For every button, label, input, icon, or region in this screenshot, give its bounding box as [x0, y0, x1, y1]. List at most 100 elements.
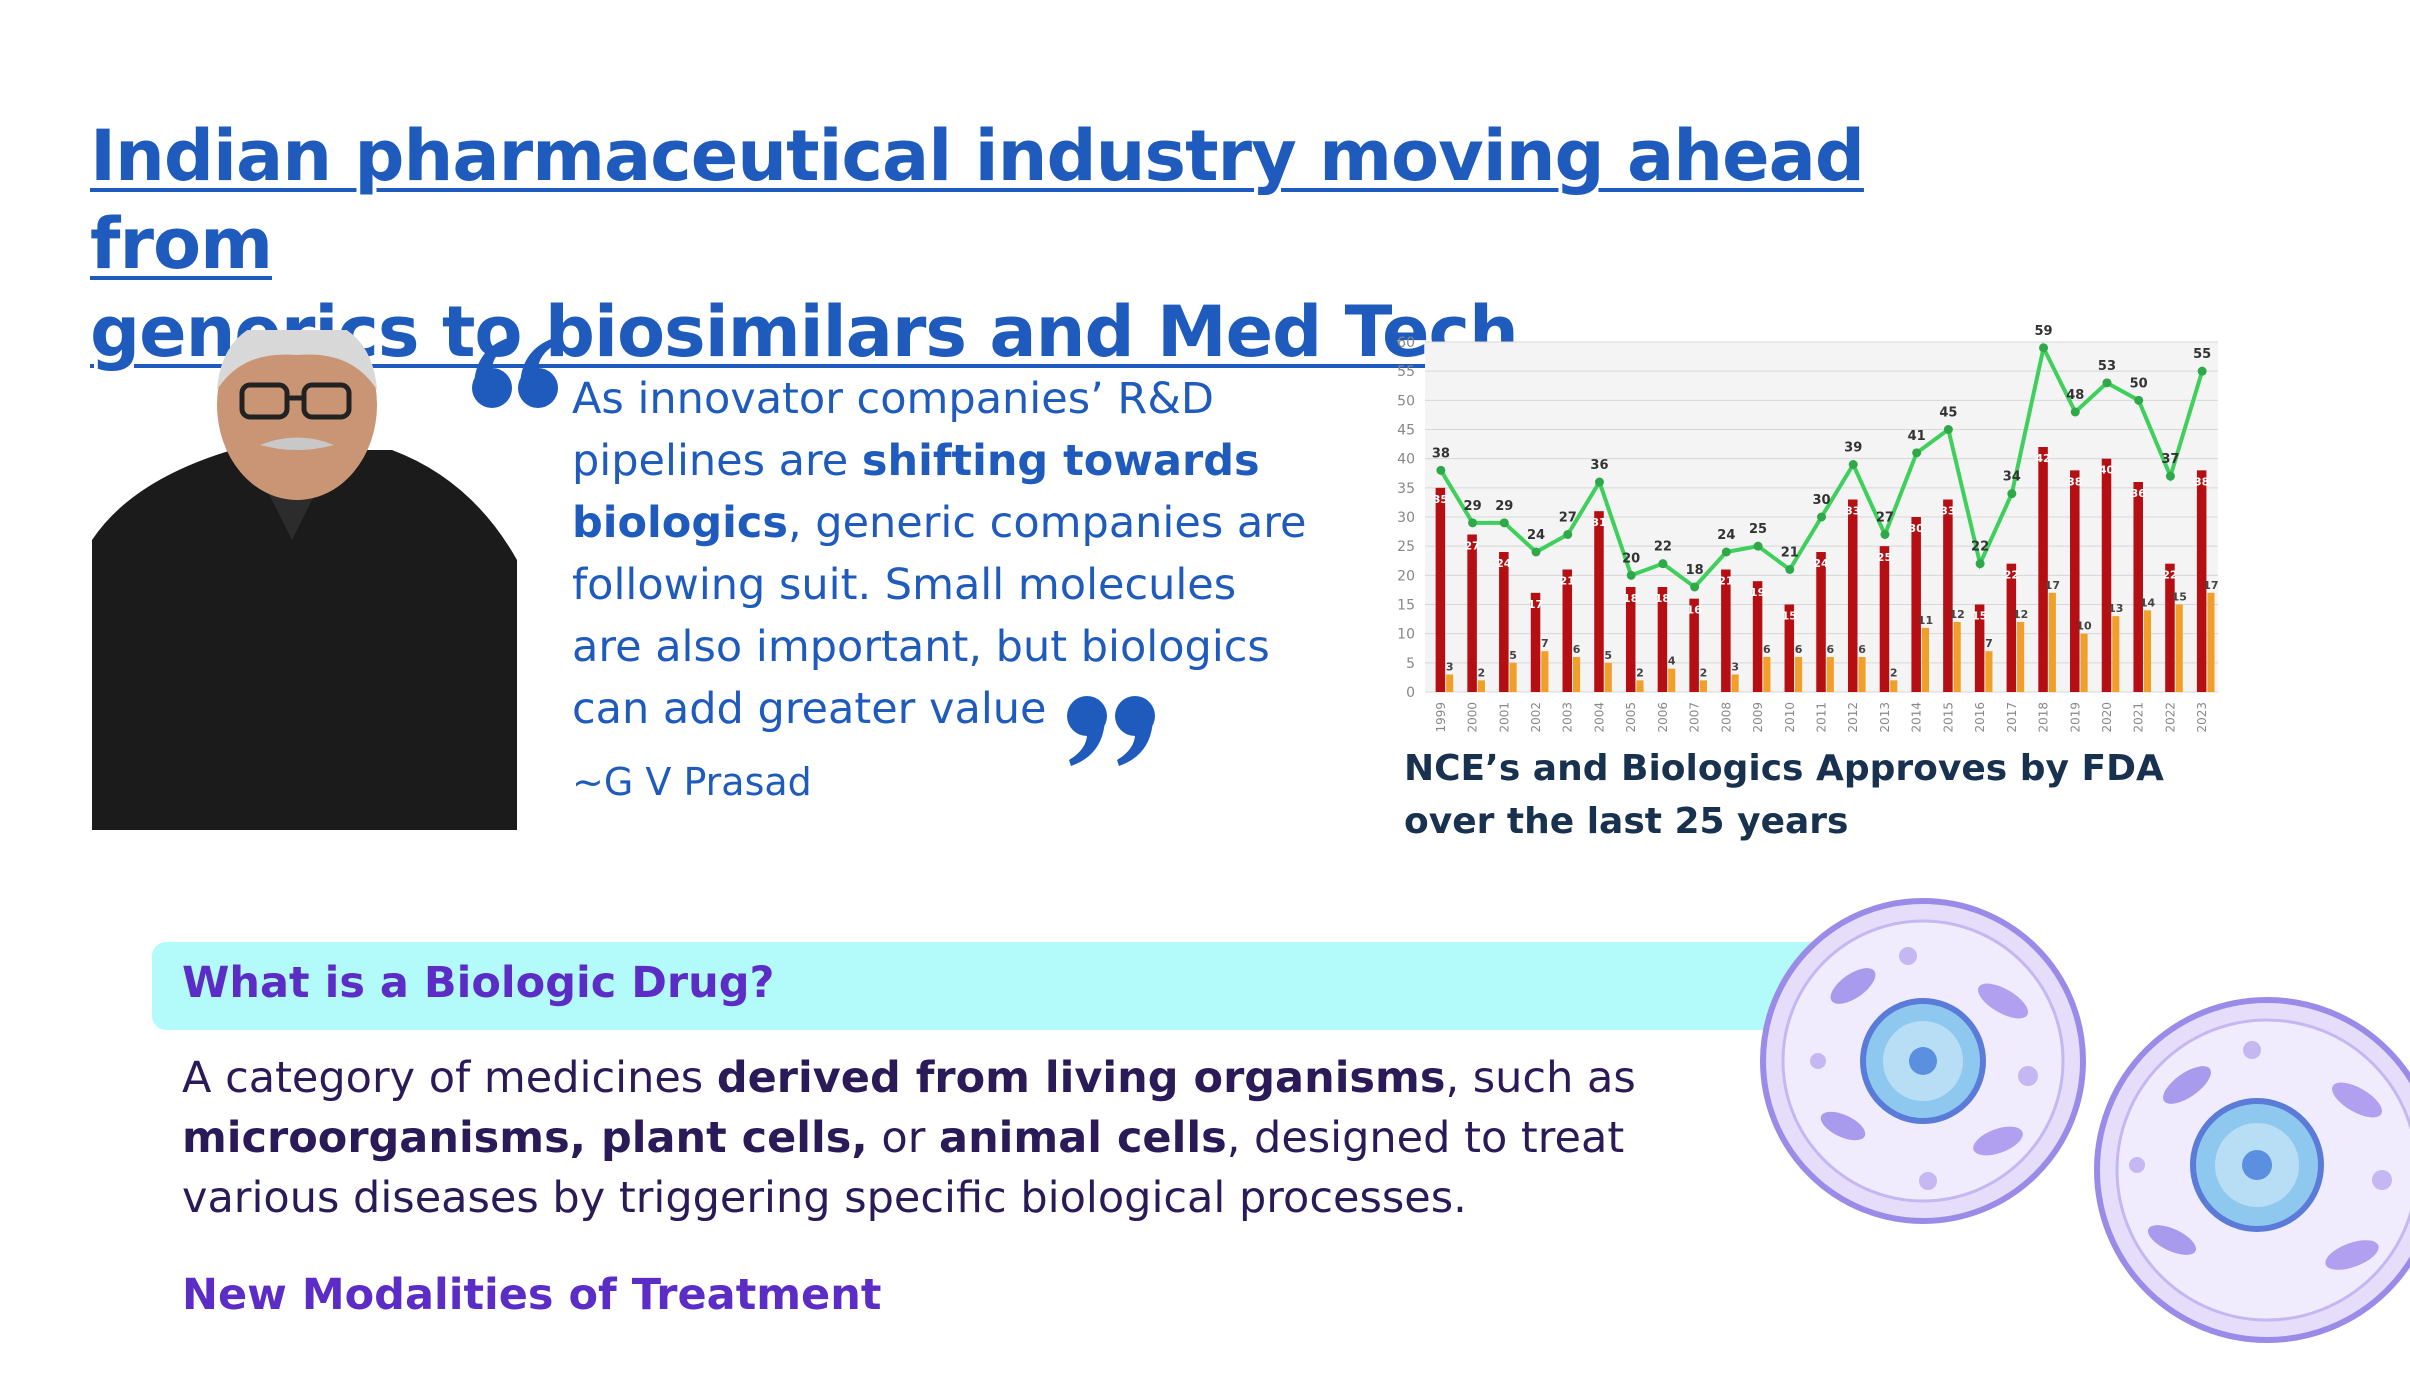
total-data-label: 45	[1939, 406, 1957, 421]
nce-bar	[2133, 482, 2143, 692]
biologic-data-label: 17	[2045, 579, 2060, 592]
nce-data-label: 33	[1845, 505, 1860, 518]
total-point	[1943, 425, 1953, 434]
biologic-data-label: 14	[2140, 596, 2156, 609]
nce-bar	[2101, 458, 2112, 692]
total-data-label: 29	[1464, 499, 1482, 514]
new-modalities-heading: New Modalities of Treatment	[182, 1270, 882, 1320]
biologic-bar	[1509, 662, 1517, 692]
nce-data-label: 17	[1528, 598, 1543, 611]
x-tick-label: 2002	[1529, 702, 1543, 733]
nce-data-label: 18	[1623, 592, 1638, 605]
total-data-label: 29	[1495, 499, 1513, 514]
y-tick-label: 30	[1397, 510, 1415, 526]
total-point	[1626, 570, 1636, 580]
total-data-label: 27	[1559, 511, 1577, 526]
definition-bold-1: derived from living organisms	[716, 1053, 1446, 1103]
nce-data-label: 25	[1877, 551, 1892, 564]
total-data-label: 53	[2098, 359, 2116, 374]
total-point	[1880, 530, 1890, 539]
nce-data-label: 38	[2067, 475, 2082, 488]
title-line-1: Indian pharmaceutical industry moving ah…	[90, 115, 1865, 285]
x-tick-label: 2014	[1910, 702, 1924, 733]
x-tick-label: 2011	[1815, 702, 1829, 733]
y-tick-label: 50	[1397, 393, 1415, 409]
nce-bar	[1467, 534, 1477, 692]
x-tick-label: 2015	[1941, 702, 1955, 733]
chart-caption-line-2: over the last 25 years	[1404, 801, 1849, 842]
speaker-portrait	[92, 330, 517, 830]
x-tick-label: 2021	[2132, 702, 2146, 733]
quote-part-1: As innovator companies’ R&D pipelines ar…	[572, 374, 1214, 486]
x-tick-label: 2004	[1592, 702, 1606, 733]
total-data-label: 38	[1432, 446, 1450, 461]
biologic-bar	[2143, 610, 2152, 692]
total-point	[1721, 547, 1731, 557]
nce-bar	[1943, 499, 1953, 692]
total-data-label: 30	[1812, 493, 1830, 508]
biologic-bar	[1953, 622, 1961, 692]
x-tick-label: 2007	[1688, 702, 1702, 733]
nce-bar	[1435, 487, 1446, 692]
nce-data-label: 16	[1686, 604, 1702, 617]
nce-data-label: 21	[1560, 575, 1575, 588]
nce-bar	[1784, 604, 1795, 692]
total-data-label: 25	[1749, 522, 1767, 537]
biologic-bar	[1826, 657, 1834, 692]
nce-data-label: 40	[2099, 464, 2115, 477]
total-point	[2197, 366, 2207, 376]
nce-bar	[1911, 517, 1921, 692]
nce-data-label: 15	[1782, 610, 1797, 623]
total-data-label: 24	[1527, 528, 1545, 543]
total-point	[1468, 518, 1478, 528]
biologic-data-label: 5	[1604, 649, 1612, 662]
biologic-data-label: 10	[2076, 620, 2092, 633]
biologic-bar	[2017, 622, 2025, 692]
biologic-heading-band	[152, 942, 1952, 1030]
total-data-label: 50	[2130, 376, 2148, 391]
x-tick-label: 2005	[1624, 702, 1638, 733]
biologic-data-label: 12	[1950, 608, 1965, 621]
x-tick-label: 2006	[1656, 702, 1670, 733]
x-tick-label: 2023	[2195, 702, 2209, 733]
total-point	[2165, 471, 2175, 481]
total-data-label: 24	[1717, 528, 1735, 543]
y-tick-label: 10	[1397, 627, 1415, 643]
total-point	[1499, 518, 1509, 528]
biologic-bar	[1446, 674, 1454, 692]
x-tick-label: 2000	[1466, 702, 1480, 733]
biologic-data-label: 13	[2108, 602, 2123, 615]
total-data-label: 59	[2034, 324, 2052, 339]
biologic-data-label: 7	[1985, 637, 1993, 650]
total-point	[1975, 559, 1985, 569]
x-tick-label: 2020	[2100, 702, 2114, 733]
biologic-data-label: 6	[1795, 643, 1803, 656]
nce-bar	[1847, 499, 1858, 692]
biologic-bar	[2175, 604, 2183, 692]
total-data-label: 39	[1844, 441, 1862, 456]
x-tick-label: 2003	[1561, 702, 1575, 733]
nce-bar	[1974, 604, 1985, 692]
biologic-bar	[2048, 592, 2056, 692]
biologic-data-label: 11	[1918, 614, 1933, 627]
biologic-data-label: 15	[2172, 591, 2187, 604]
nce-bar	[1752, 581, 1763, 692]
nce-data-label: 24	[1813, 557, 1829, 570]
nce-data-label: 22	[2004, 569, 2019, 582]
definition-part-2: , such as	[1445, 1053, 1636, 1103]
nce-data-label: 24	[1496, 557, 1512, 570]
total-point	[2007, 489, 2017, 499]
total-data-label: 21	[1781, 546, 1799, 561]
cell-illustration-1	[1760, 898, 2086, 1224]
nce-data-label: 38	[2194, 475, 2209, 488]
quote-bold-1: shifting towards biologics	[572, 436, 1260, 548]
biologic-bar	[1763, 657, 1771, 692]
x-tick-label: 2016	[1973, 702, 1987, 733]
total-point	[1785, 565, 1795, 574]
biologic-data-label: 5	[1509, 649, 1517, 662]
x-tick-label: 2022	[2163, 702, 2177, 733]
nce-bar	[1530, 592, 1541, 692]
quote-close-icon	[1067, 696, 1155, 766]
y-tick-label: 40	[1397, 452, 1415, 468]
